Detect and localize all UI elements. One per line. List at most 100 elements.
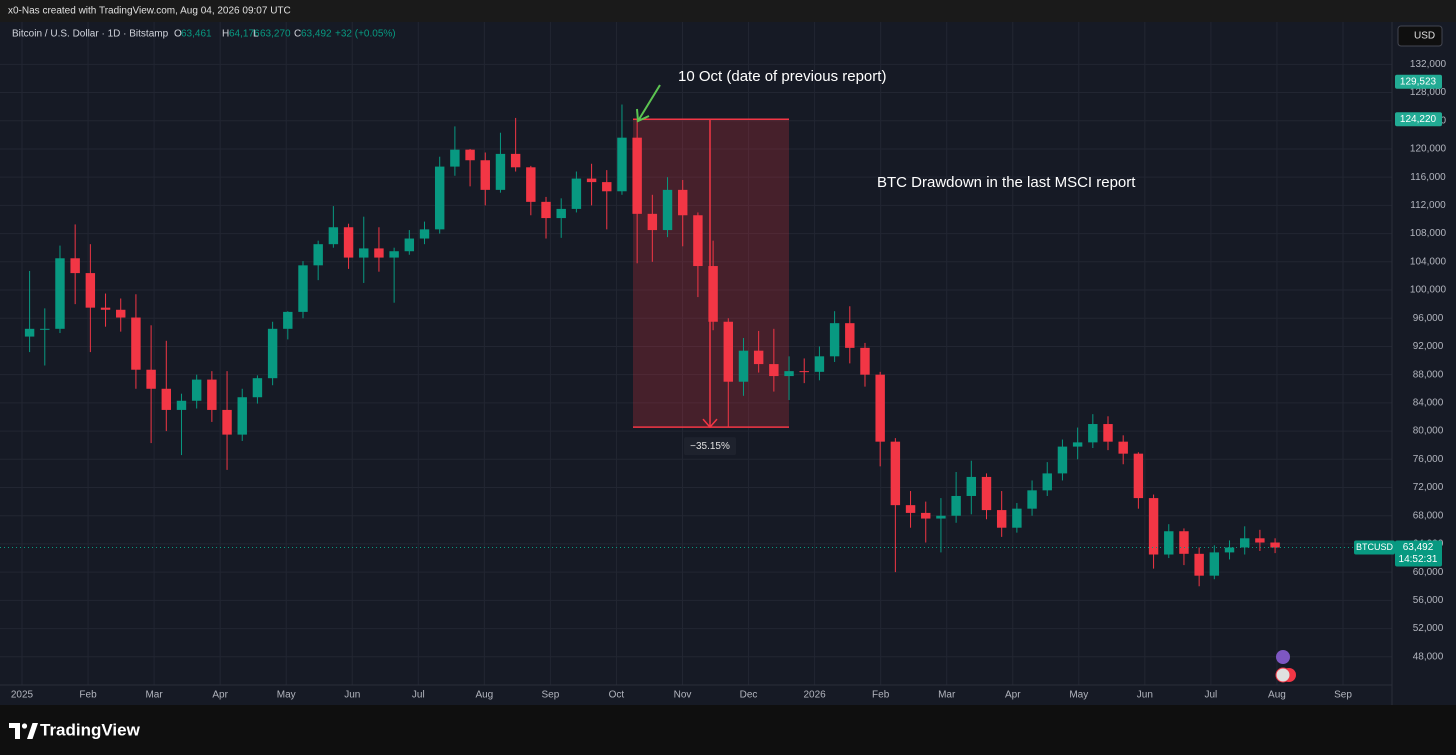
logo-shape	[21, 723, 28, 729]
candle-body	[556, 208, 566, 219]
candle-body	[70, 258, 80, 274]
annotation: BTC Drawdown in the last MSCI report	[877, 174, 1136, 191]
x-tick-label: Jun	[344, 690, 360, 701]
candle-body	[100, 307, 111, 310]
measure-arrowhead	[702, 418, 718, 429]
ohlc-key: O	[174, 29, 182, 40]
candle-body	[1194, 553, 1204, 576]
candle-body	[996, 510, 1007, 528]
ohlc-value: 64,176	[229, 29, 260, 40]
price-label-box	[1395, 74, 1442, 89]
candle-body	[617, 137, 627, 192]
ohlc-value: 63,492	[301, 29, 332, 40]
y-tick-label: 68,000	[1413, 510, 1444, 521]
candle-body	[1270, 542, 1280, 548]
candle-body	[541, 201, 551, 219]
x-tick-label: 2026	[803, 690, 826, 701]
top-bar	[0, 0, 1456, 22]
candle-body	[814, 356, 825, 372]
candle-body	[222, 409, 232, 435]
ohlc-value: 63,461	[181, 29, 212, 40]
x-tick-label: 2025	[11, 690, 34, 701]
candle-body	[1012, 508, 1022, 528]
candle-body	[966, 476, 977, 496]
brand-logo	[9, 723, 38, 739]
annotation-arrowhead	[636, 108, 650, 123]
candle-body	[753, 350, 764, 365]
y-tick-label: 116,000	[1410, 172, 1446, 183]
grid	[0, 22, 1392, 685]
x-tick-label: Oct	[609, 690, 625, 701]
candle-body	[678, 189, 688, 216]
candle-body	[708, 266, 718, 322]
candle-body	[1133, 453, 1144, 499]
candle-body	[116, 309, 126, 318]
candle-body	[85, 273, 96, 308]
candle-body	[434, 166, 445, 230]
candle-body	[237, 397, 247, 435]
candle-body	[738, 350, 749, 382]
x-tick-label: Sep	[1334, 690, 1352, 701]
candle-body	[252, 378, 263, 398]
candle-body	[55, 258, 65, 329]
y-tick-label: 84,000	[1413, 398, 1444, 409]
change: +32 (+0.05%)	[335, 29, 396, 40]
attribution: x0-Nas created with TradingView.com, Aug…	[8, 6, 291, 17]
axes: Bitcoin / U.S. Dollar · 1D · Bitstamp O 63…	[11, 29, 1447, 701]
y-tick-label: 48,000	[1413, 651, 1444, 662]
candle-body	[723, 321, 733, 382]
candle-body	[662, 189, 673, 231]
candle-body	[875, 374, 885, 442]
candle-body	[571, 178, 582, 209]
candle-body	[283, 311, 293, 329]
ohlc-key: L	[253, 29, 259, 40]
candle-body	[404, 238, 415, 252]
candle-body	[693, 215, 703, 267]
candle-body	[1164, 531, 1174, 555]
y-tick-label: 112,000	[1410, 200, 1446, 211]
candle-body	[24, 328, 35, 337]
x-tick-label: Jul	[412, 690, 425, 701]
x-tick-label: Jul	[1205, 690, 1218, 701]
marks: −35.15% 10 Oct (date of previous report) B…	[0, 68, 1392, 587]
event-icon[interactable]	[1276, 650, 1290, 664]
countdown: 14:52:31	[1399, 554, 1438, 565]
candle-body	[981, 476, 992, 511]
candle-body	[1224, 547, 1235, 553]
candle-body	[267, 328, 278, 379]
candle-body	[480, 160, 490, 190]
candle-body	[510, 153, 521, 168]
candle-body	[647, 213, 658, 231]
candle-body	[829, 323, 840, 357]
symbol: Bitcoin / U.S. Dollar · 1D · Bitstamp	[12, 29, 169, 40]
price-label: 129,523	[1400, 76, 1437, 87]
x-tick-label: Mar	[145, 690, 163, 701]
y-tick-label: 128,000	[1410, 87, 1447, 98]
candle-body	[131, 317, 141, 370]
candle-body	[374, 248, 384, 258]
candle-body	[1088, 424, 1098, 443]
ohlc-key: C	[294, 29, 301, 40]
candle-body	[890, 441, 901, 506]
currency-button[interactable]	[1397, 25, 1443, 47]
price-label-box	[1395, 112, 1442, 127]
candle-body	[526, 167, 536, 202]
currency-label[interactable]: USD	[1414, 31, 1435, 42]
y-tick-label: 52,000	[1413, 623, 1444, 634]
candle-body	[359, 248, 369, 258]
candle-body	[1255, 538, 1265, 543]
y-tick-label: 88,000	[1413, 369, 1444, 380]
event-icon[interactable]	[1275, 667, 1291, 683]
candle-body	[495, 153, 506, 190]
x-tick-label: Dec	[740, 690, 758, 701]
x-tick-label: Jun	[1137, 690, 1153, 701]
candle-body	[1103, 424, 1113, 442]
measure-label-box	[684, 437, 736, 456]
measure-label: −35.15%	[690, 441, 730, 452]
y-tick-label: 60,000	[1413, 567, 1444, 578]
x-tick-label: Aug	[1268, 690, 1286, 701]
logo-shape	[27, 723, 38, 739]
symbol-label: BTCUSD	[1356, 542, 1394, 552]
y-tick-label: 108,000	[1410, 228, 1447, 239]
